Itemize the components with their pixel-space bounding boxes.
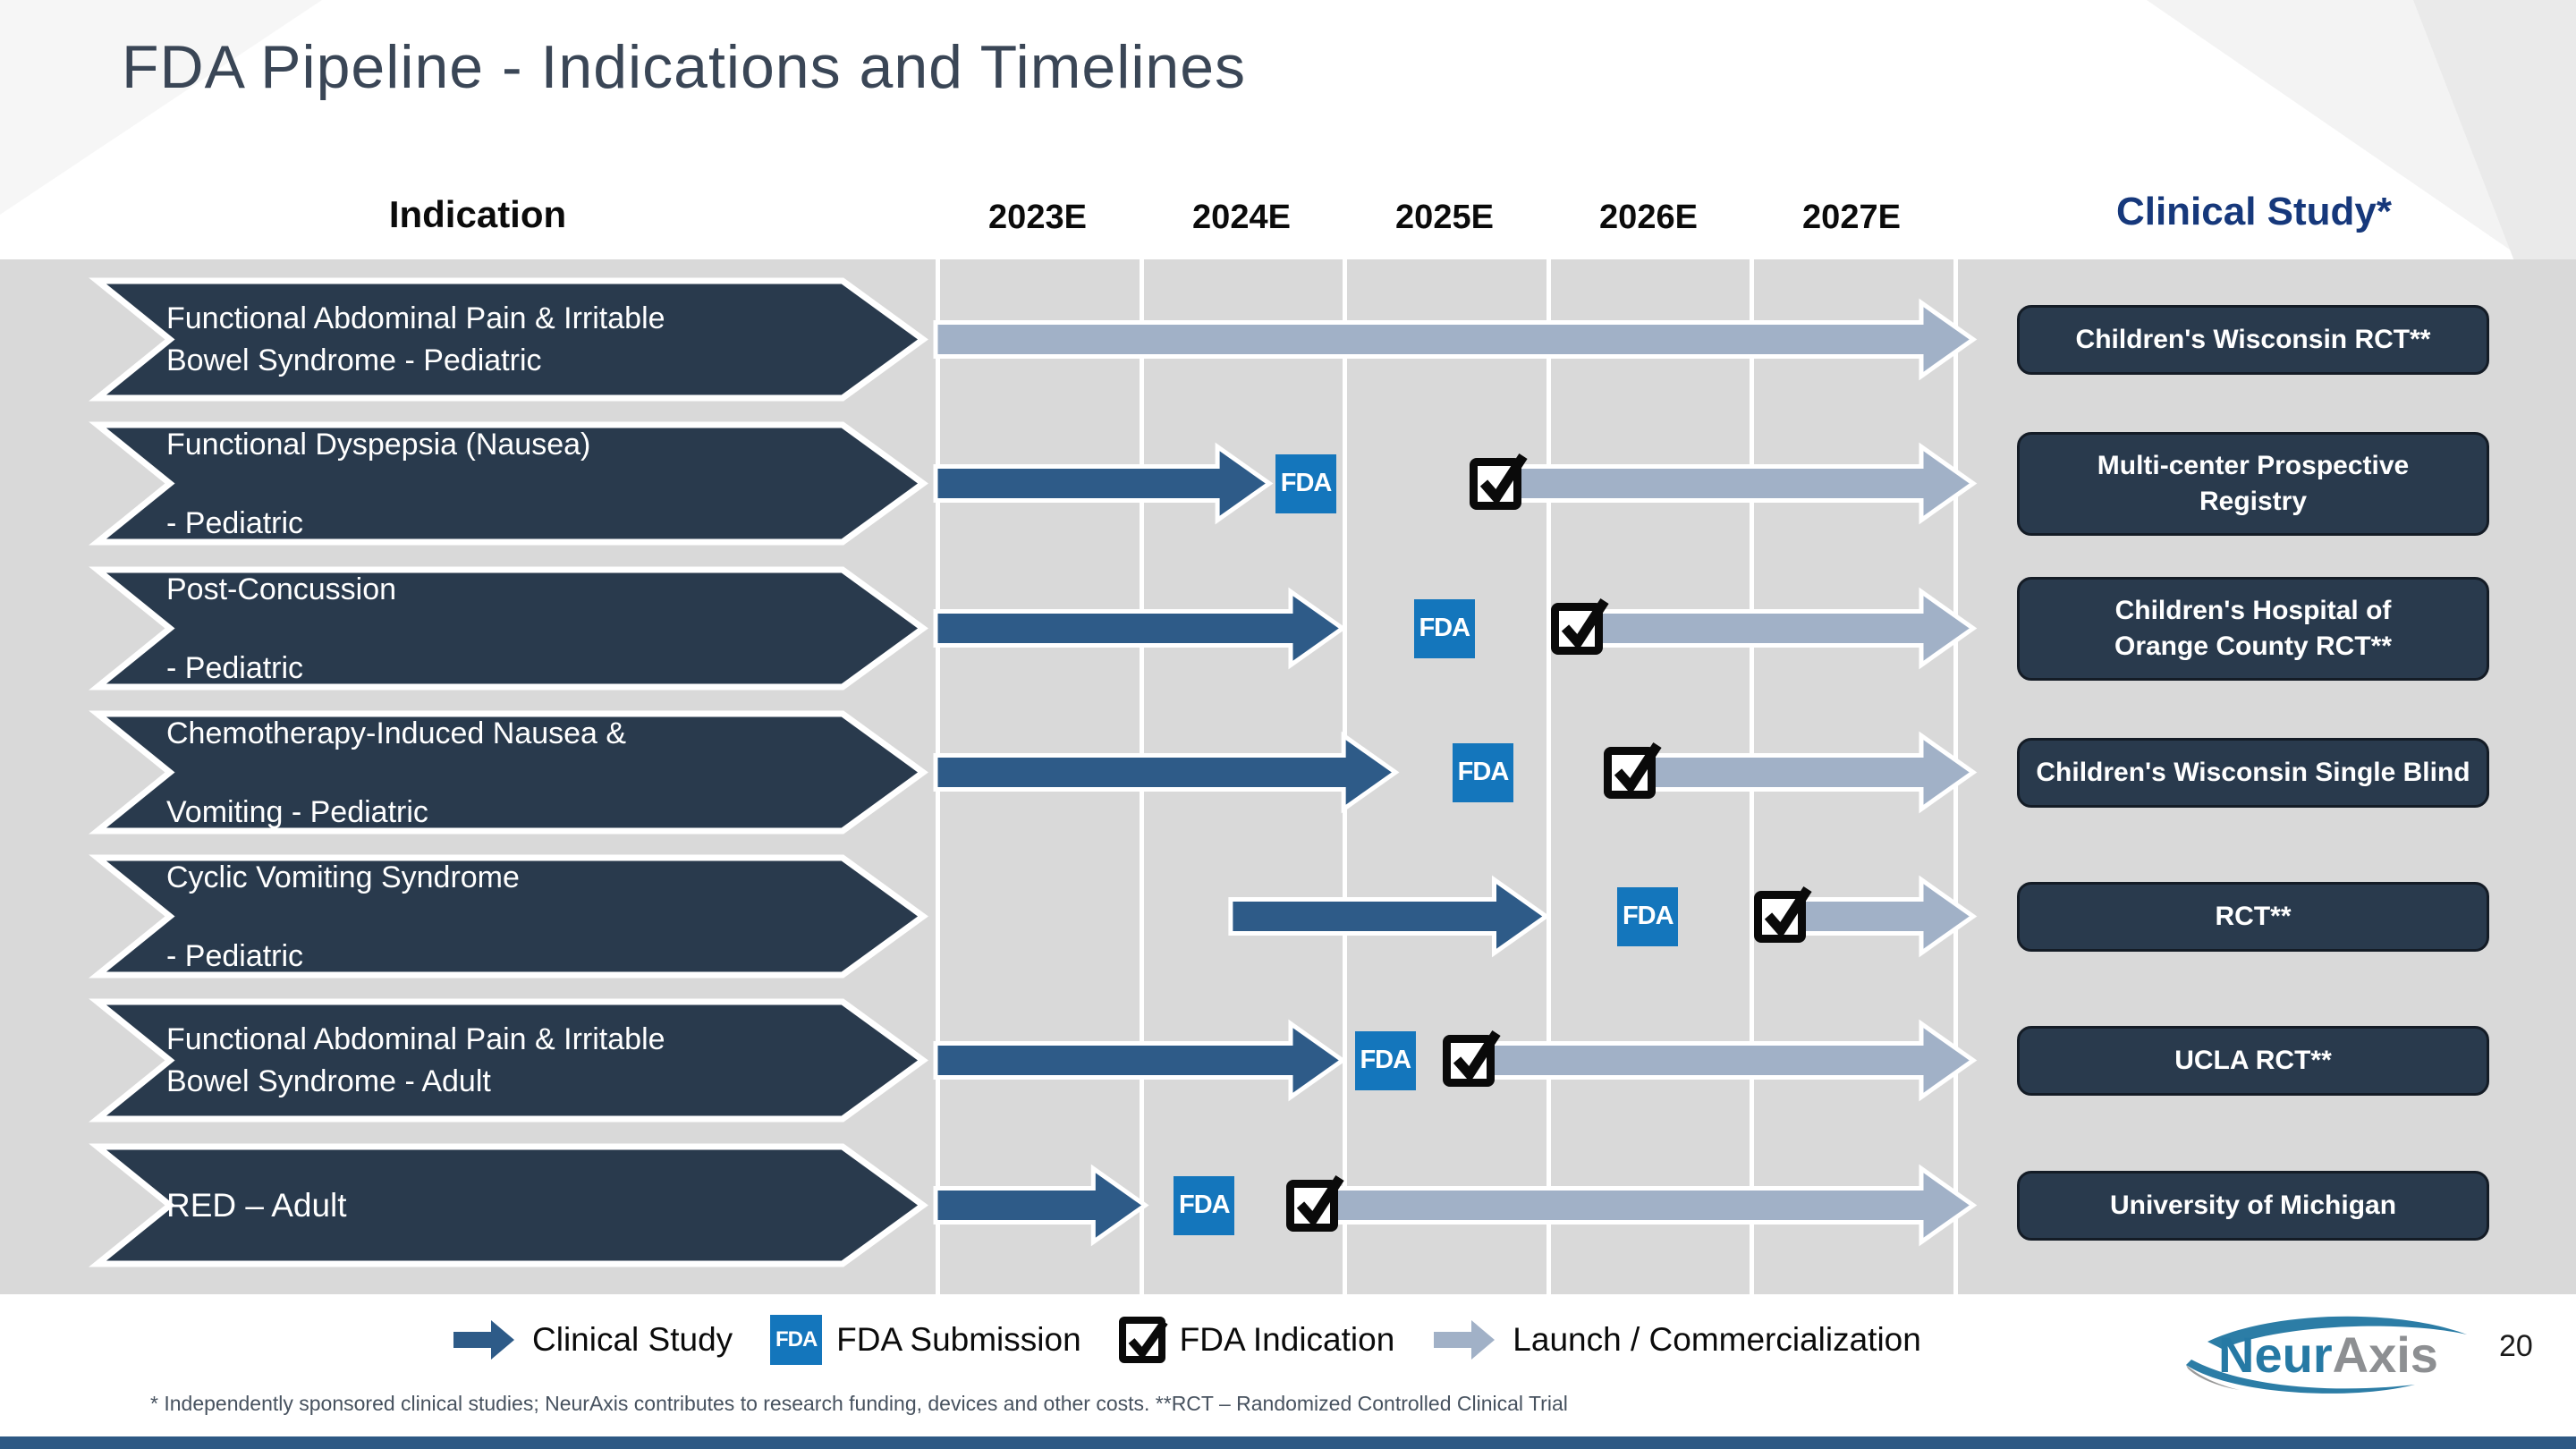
- clinical-study-arrow: [933, 587, 1347, 670]
- clinical-study-box: Children's Wisconsin Single Blind: [2017, 737, 2489, 808]
- checkmark-icon: [1296, 1174, 1344, 1227]
- clinical-study-arrow: [933, 1164, 1149, 1247]
- launch-arrow: [1574, 587, 1978, 670]
- clinical-study-arrow: [933, 1019, 1347, 1102]
- clinical-study-box-label: RCT**: [2215, 901, 2292, 931]
- indication-chevron: Functional Abdominal Pain & Irritable Bow…: [89, 997, 934, 1123]
- launch-arrow: [933, 298, 1978, 381]
- year-gridline: [1546, 259, 1551, 1294]
- fda-indication-checkbox: [1603, 741, 1662, 799]
- column-header-2024e: 2024E: [1192, 199, 1291, 236]
- checkmark-icon: [1479, 453, 1528, 505]
- indication-chevron: RED – Adult: [89, 1142, 934, 1268]
- clinical-study-box-label: Children's Wisconsin Single Blind: [2036, 757, 2470, 787]
- fda-submission-badge: FDA: [1452, 742, 1513, 802]
- checkmark-icon: [1764, 886, 1812, 938]
- clinical-study-arrow: [1228, 875, 1550, 958]
- column-header-indication: Indication: [388, 193, 567, 235]
- indication-label: RED – Adult: [166, 1186, 347, 1224]
- page-number: 20: [2499, 1329, 2533, 1363]
- indication-chevron: Functional Abdominal Pain & Irritable Bow…: [89, 276, 934, 402]
- legend-label: Clinical Study: [532, 1321, 733, 1358]
- launch-arrow: [1493, 442, 1978, 525]
- fda-indication-checkbox-icon: [1118, 1317, 1168, 1363]
- indication-chevron: Cyclic Vomiting Syndrome - Pediatric: [89, 853, 934, 979]
- fda-indication-checkbox: [1443, 1030, 1501, 1087]
- launch-arrow: [1309, 1164, 1978, 1247]
- legend-label: Launch / Commercialization: [1513, 1321, 1921, 1358]
- checkmark-icon: [1614, 741, 1662, 794]
- clinical-study-box-label: University of Michigan: [2109, 1190, 2397, 1220]
- clinical-study-box-label: Orange County RCT**: [2114, 631, 2393, 661]
- indication-chevron: Post-Concussion - Pediatric: [89, 565, 934, 691]
- clinical-study-arrow: [933, 731, 1400, 814]
- logo-swoosh-icon: [2186, 1316, 2467, 1394]
- clinical-study-box: UCLA RCT**: [2017, 1025, 2489, 1096]
- indication-label: Post-Concussion - Pediatric: [166, 572, 397, 685]
- clinical-study-box: Multi-center Prospective Registry: [2017, 431, 2489, 536]
- clinical-study-box-label: Multi-center Prospective: [2097, 450, 2410, 480]
- launch-arrow: [1627, 731, 1978, 814]
- indication-label: Functional Abdominal Pain & Irritable Bow…: [166, 1021, 665, 1098]
- clinical-study-box: University of Michigan: [2017, 1170, 2489, 1241]
- legend-item-clinical-study: Clinical Study: [452, 1318, 733, 1362]
- bottom-accent-bar: [0, 1436, 2576, 1449]
- indication-chevron: Chemotherapy-Induced Nausea & Vomiting - …: [89, 709, 934, 835]
- fda-indication-checkbox: [1754, 886, 1812, 943]
- legend-item-fda-submission: FDA FDA Submission: [770, 1315, 1081, 1365]
- indication-label: Functional Dyspepsia (Nausea) - Pediatric: [166, 427, 591, 540]
- fda-submission-badge: FDA: [1174, 1175, 1235, 1235]
- footnote: * Independently sponsored clinical studi…: [150, 1392, 1568, 1415]
- clinical-study-box-label: Registry: [2199, 486, 2308, 516]
- fda-indication-checkbox: [1469, 453, 1528, 510]
- neuraxis-logo: NeurAxis: [2181, 1309, 2476, 1402]
- legend-label: FDA Submission: [836, 1321, 1081, 1358]
- column-header-2023e: 2023E: [988, 199, 1087, 236]
- fda-submission-badge: FDA: [1413, 598, 1475, 658]
- clinical-study-box-label: Children's Wisconsin RCT**: [2075, 324, 2431, 354]
- fda-indication-checkbox: [1285, 1174, 1344, 1232]
- clinical-study-box-label: UCLA RCT**: [2174, 1045, 2332, 1075]
- legend-item-fda-indication: FDA Indication: [1118, 1317, 1395, 1363]
- legend-item-launch: Launch / Commercialization: [1432, 1318, 1921, 1362]
- column-header-2027e: 2027E: [1802, 199, 1901, 236]
- indication-label: Functional Abdominal Pain & Irritable Bow…: [166, 301, 665, 377]
- launch-arrow: [1466, 1019, 1978, 1102]
- fda-submission-badge: FDA: [1275, 453, 1337, 513]
- legend-label: FDA Indication: [1179, 1321, 1395, 1358]
- clinical-study-box: Children's Wisconsin RCT**: [2017, 304, 2489, 375]
- launch-arrow-icon: [1434, 1320, 1496, 1360]
- clinical-study-arrow-icon: [453, 1320, 514, 1360]
- clinical-study-box-label: Children's Hospital of: [2114, 595, 2392, 625]
- fda-indication-checkbox: [1550, 597, 1609, 655]
- clinical-study-arrow: [933, 442, 1274, 525]
- clinical-study-box: Children's Hospital of Orange County RCT*…: [2017, 576, 2489, 681]
- column-header-2025e: 2025E: [1395, 199, 1494, 236]
- logo-text: NeurAxis: [2218, 1326, 2438, 1383]
- fda-submission-icon: FDA: [770, 1315, 823, 1365]
- fda-submission-badge: FDA: [1617, 886, 1679, 946]
- column-header-clinical-study: Clinical Study*: [2115, 190, 2393, 233]
- column-header-2026e: 2026E: [1599, 199, 1698, 236]
- fda-submission-badge: FDA: [1354, 1030, 1416, 1090]
- clinical-study-box: RCT**: [2017, 881, 2489, 952]
- checkmark-icon: [1561, 597, 1609, 650]
- checkmark-icon: [1453, 1030, 1501, 1082]
- legend: Clinical Study FDA FDA Submission FDA In…: [452, 1308, 1921, 1372]
- indication-label: Chemotherapy-Induced Nausea & Vomiting - …: [166, 716, 627, 829]
- indication-chevron: Functional Dyspepsia (Nausea) - Pediatric: [89, 420, 934, 547]
- indication-label: Cyclic Vomiting Syndrome - Pediatric: [166, 860, 520, 973]
- slide-title: FDA Pipeline - Indications and Timelines: [122, 33, 1247, 101]
